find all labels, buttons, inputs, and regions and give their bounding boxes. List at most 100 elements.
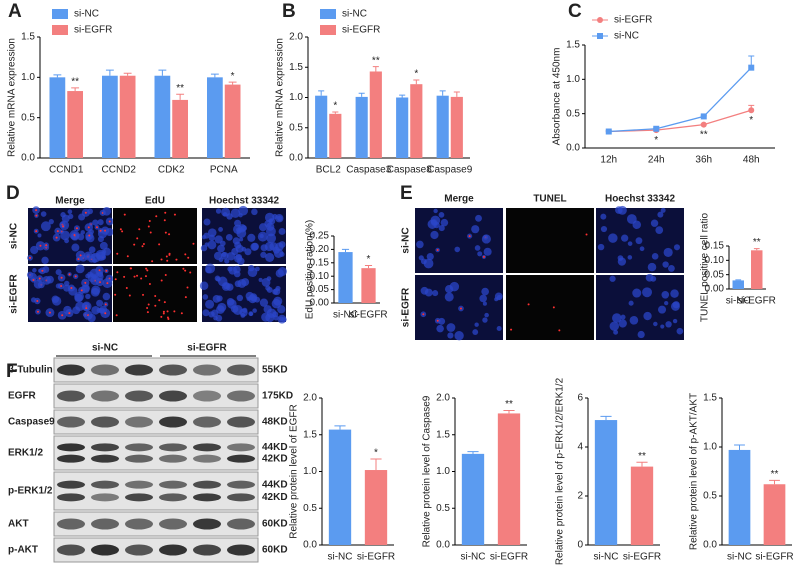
nucleus [266,233,277,244]
stain-dot [128,294,131,297]
blot-band [227,493,255,502]
nucleus [224,258,230,264]
size-label: 48KD [262,417,288,428]
error-bar [753,248,760,251]
stain-dot [68,273,71,276]
stain-dot [422,313,425,316]
nucleus [617,257,627,266]
nucleus [628,300,634,306]
nucleus [80,230,85,235]
nucleus [96,299,104,307]
error-bar [228,81,237,85]
size-label: 42KD [262,492,288,503]
y-tick-label: 0.0 [436,540,450,551]
bar [102,75,118,158]
nucleus [662,261,669,268]
stain-dot [99,229,102,232]
blot-band [159,364,187,376]
nucleus [67,209,73,215]
stain-dot [166,316,169,319]
stain-dot [29,256,32,259]
y-tick-label: 0.10 [310,271,330,282]
nucleus [231,247,239,256]
bar [436,95,449,158]
stain-dot [68,312,71,315]
nucleus [420,286,429,295]
stain-dot [133,243,136,246]
y-axis-label: Relative mRNA expression [275,38,286,157]
blot-strip [53,537,259,563]
stain-dot [45,244,48,247]
stain-dot [126,255,129,258]
nucleus [600,213,607,220]
nucleus [660,207,666,213]
blot-band [125,364,153,376]
stain-dot [436,319,439,322]
y-tick-label: 0.5 [703,491,717,502]
stain-dot [165,255,168,258]
x-tick-label: Caspase3 [346,165,391,176]
nucleus [103,247,111,256]
stain-dot [186,286,189,289]
blot-strip [53,409,259,435]
bar [594,420,618,545]
blot-band [57,544,85,556]
x-tick-label: si-NC [333,310,358,321]
blot-band [125,544,153,556]
nucleus [632,220,642,230]
nucleus [635,237,643,245]
size-label: 55KD [262,365,288,376]
y-tick-label: 1.0 [303,466,317,477]
size-label: 175KD [262,391,293,402]
legend-swatch [320,25,336,35]
error-bar [123,72,132,76]
y-tick-label: 1.0 [566,74,580,85]
stain-dot [140,277,143,280]
bar [355,96,368,158]
nucleus [258,277,263,282]
error-bar [439,90,446,96]
size-label: 44KD [262,442,288,453]
nucleus [203,218,211,226]
nucleus [251,208,258,216]
stain-dot [162,312,165,315]
bar [763,484,786,545]
stain-dot [142,293,145,296]
stain-dot [80,289,83,292]
significance: ** [372,55,380,66]
x-tick-label: CCND2 [102,165,137,176]
nucleus [447,332,454,339]
stain-dot [160,258,163,261]
x-tick-label: si-EGFR [738,296,776,307]
x-tick-label: si-EGFR [755,552,793,563]
stain-dot [146,269,149,272]
nucleus [233,270,241,278]
blot-band [91,390,119,402]
nucleus [661,290,670,299]
y-tick-label: 0.10 [705,255,725,266]
stain-dot [35,230,38,233]
nucleus [60,212,66,218]
stain-dot [32,279,35,282]
nucleus [483,247,492,256]
x-tick-label: 48h [743,155,760,166]
nucleus [430,215,441,226]
x-tick-label: si-NC [726,296,751,307]
blot-band [227,390,255,402]
y-tick-label: 2.0 [436,393,450,404]
nucleus [205,263,216,274]
nucleus [105,227,114,236]
stain-dot [175,258,178,261]
stain-dot [164,231,167,234]
significance: * [654,135,658,146]
y-tick-label: 0.5 [566,108,580,119]
nucleus [496,325,502,332]
y-tick-label: 0.5 [289,122,303,133]
stain-dot [164,211,167,214]
row-label: si-EGFR [9,274,20,314]
nucleus [650,275,657,282]
marker [748,64,755,71]
y-tick-label: 0.00 [705,284,725,295]
panel-label: E [400,183,413,204]
y-tick-label: 6 [577,393,583,404]
